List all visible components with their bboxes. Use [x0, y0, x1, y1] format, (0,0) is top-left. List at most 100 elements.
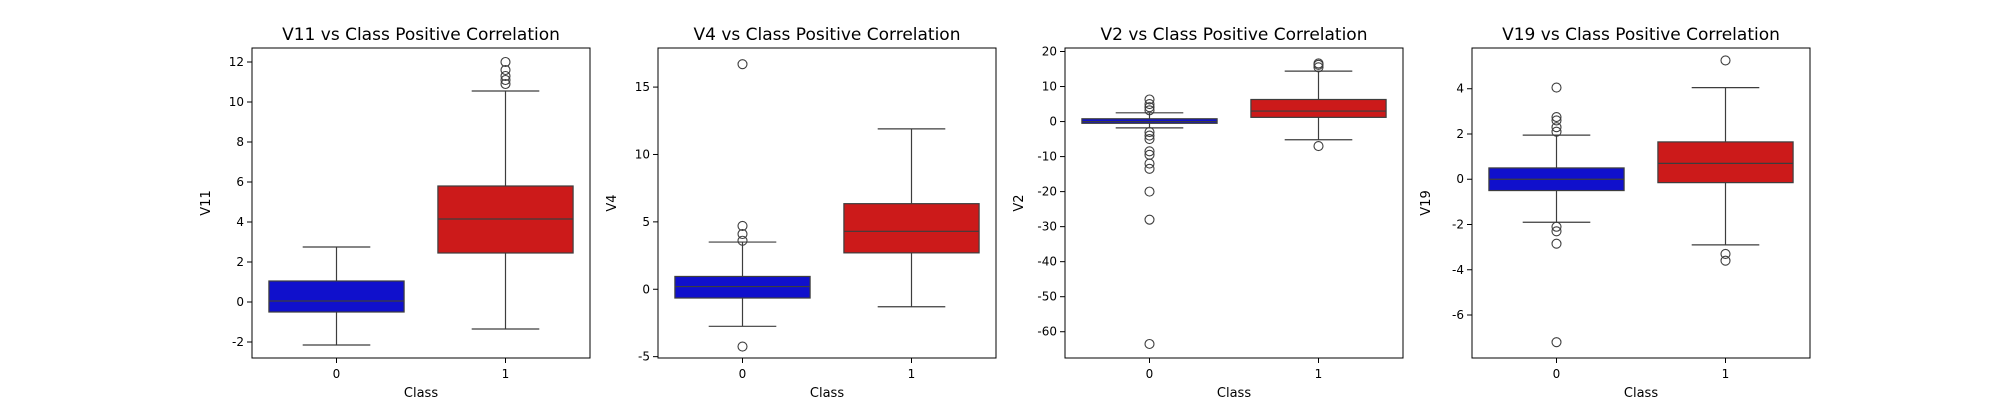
box-group-0: [1488, 82, 1625, 348]
outlier-point: [1144, 214, 1155, 225]
chart-panel-2: V2 vs Class Positive Correlation -60 -50 -4…: [1012, 25, 1404, 400]
chart-panel-3: V19 vs Class Positive Correlation -6 -4 -2 0…: [1419, 25, 1811, 400]
box-group-1: [1657, 55, 1794, 266]
box-group-0: [268, 246, 405, 346]
outlier-point: [1144, 338, 1155, 350]
y-tick-label: 10: [229, 95, 244, 109]
x-axis-label: Class: [810, 386, 844, 400]
outlier-point: [1551, 115, 1562, 126]
y-tick-label: -30: [1037, 220, 1057, 234]
y-tick-label: -40: [1037, 255, 1057, 269]
y-tick-label: 4: [1456, 82, 1464, 96]
y-axis-label: V11: [199, 190, 214, 215]
x-tick-label: 0: [1553, 367, 1561, 381]
chart-panel-1: V4 vs Class Positive Correlation-5051015…: [605, 25, 997, 400]
x-axis-label: Class: [1217, 386, 1251, 400]
outlier-point: [1144, 186, 1155, 197]
chart-panel-0: V11 vs Class Positive Correlation -2 0 2 4 6 8…: [199, 25, 591, 400]
box: [843, 203, 980, 254]
y-tick-label: -60: [1037, 325, 1057, 339]
outlier-point: [1720, 248, 1731, 259]
x-tick-label: 0: [333, 367, 341, 381]
outlier-point: [500, 56, 511, 68]
outlier-point: [1551, 221, 1562, 232]
box-group-0: [674, 59, 811, 352]
y-tick-label: -50: [1037, 290, 1057, 304]
outlier-point: [1551, 226, 1562, 237]
x-axis-label: Class: [404, 386, 438, 400]
chart-title: V19 vs Class Positive Correlation: [1502, 25, 1780, 45]
outlier-point: [737, 220, 748, 231]
x-tick-label: 1: [1722, 367, 1730, 381]
chart-title: V4 vs Class Positive Correlation: [694, 25, 961, 45]
x-tick-label: 1: [502, 367, 510, 381]
plot-frame: [657, 47, 997, 359]
plot-frame: [251, 47, 591, 359]
y-tick-label: 5: [642, 215, 650, 229]
y-tick-label: -2: [1452, 217, 1464, 231]
outlier-point: [500, 70, 511, 82]
outlier-point: [1144, 130, 1155, 141]
y-tick-label: 0: [1456, 172, 1464, 186]
y-tick-label: 10: [635, 147, 650, 161]
outlier-point: [500, 78, 511, 90]
outlier-point: [1551, 122, 1562, 133]
y-tick-label: 0: [1049, 115, 1057, 129]
y-tick-label: 20: [1042, 45, 1057, 59]
y-tick-label: 2: [1456, 127, 1464, 141]
chart-title: V11 vs Class Positive Correlation: [282, 25, 560, 45]
y-tick-label: 4: [236, 215, 244, 229]
x-tick-label: 0: [739, 367, 747, 381]
x-axis-label: Class: [1624, 386, 1658, 400]
outlier-point: [500, 74, 511, 86]
y-axis-label: V19: [1419, 190, 1434, 215]
outlier-point: [737, 341, 748, 352]
outlier-point: [737, 59, 748, 70]
chart-title: V2 vs Class Positive Correlation: [1101, 25, 1368, 45]
outlier-point: [737, 235, 748, 246]
x-tick-label: 1: [908, 367, 916, 381]
outlier-point: [1144, 146, 1155, 157]
outlier-point: [1720, 55, 1731, 66]
outlier-point: [1551, 126, 1562, 137]
y-tick-label: 8: [236, 135, 244, 149]
outlier-point: [1144, 102, 1155, 113]
outlier-point: [1551, 337, 1562, 348]
x-tick-label: 1: [1315, 367, 1323, 381]
y-tick-label: -10: [1037, 150, 1057, 164]
box: [674, 275, 811, 299]
outlier-point: [1144, 94, 1155, 105]
box-group-1: [437, 56, 574, 330]
y-axis-label: V2: [1012, 194, 1027, 211]
outlier-point: [1551, 82, 1562, 93]
y-tick-label: 6: [236, 175, 244, 189]
box: [1657, 141, 1794, 184]
box: [268, 280, 405, 313]
outlier-point: [1144, 158, 1155, 169]
y-tick-label: 2: [236, 255, 244, 269]
y-tick-label: -6: [1452, 308, 1464, 322]
outlier-point: [1313, 141, 1324, 152]
plot-frame: [1471, 47, 1811, 359]
box-group-1: [1250, 58, 1387, 152]
y-tick-label: 10: [1042, 80, 1057, 94]
y-tick-label: 0: [642, 282, 650, 296]
outlier-point: [1144, 134, 1155, 145]
y-tick-label: 15: [635, 80, 650, 94]
outlier-point: [1551, 238, 1562, 249]
outlier-point: [1144, 105, 1155, 116]
outlier-point: [1144, 98, 1155, 110]
outlier-point: [1313, 58, 1324, 69]
box-group-0: [1081, 94, 1218, 350]
box: [1250, 98, 1387, 118]
outlier-point: [1720, 255, 1731, 266]
y-tick-label: -5: [638, 350, 650, 364]
outlier-point: [500, 64, 511, 76]
outlier-point: [1144, 127, 1155, 138]
y-tick-label: -2: [232, 335, 244, 349]
plot-frame: [1064, 47, 1404, 359]
y-tick-label: 12: [229, 55, 244, 69]
x-tick-label: 0: [1146, 367, 1154, 381]
box-group-1: [843, 128, 980, 308]
